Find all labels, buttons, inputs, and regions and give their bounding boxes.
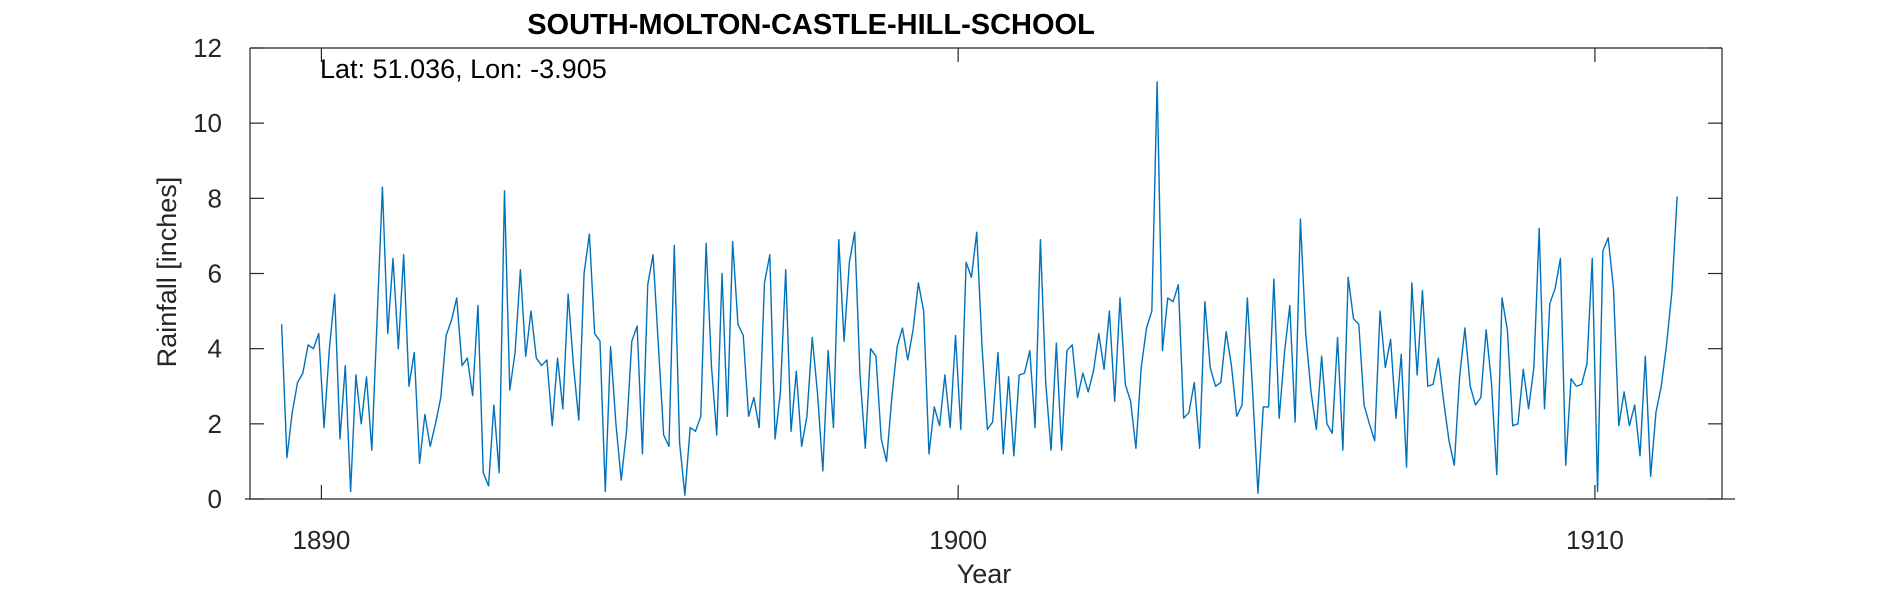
rainfall-series-line: [280, 81, 1678, 496]
y-tick-label: 2: [208, 409, 222, 439]
y-tick-label: 10: [193, 108, 222, 138]
chart-title: SOUTH-MOLTON-CASTLE-HILL-SCHOOL: [527, 9, 1095, 41]
y-tick-label: 4: [208, 334, 222, 364]
x-axis-label: Year: [957, 559, 1012, 589]
x-tick-label: 1890: [292, 525, 350, 555]
y-tick-label: 0: [208, 484, 222, 514]
location-annotation: Lat: 51.036, Lon: -3.905: [320, 54, 607, 84]
y-tick-label: 6: [208, 259, 222, 289]
plot-frame: [245, 47, 1735, 500]
x-tick-label: 1900: [929, 525, 987, 555]
y-tick-label: 12: [193, 33, 222, 63]
x-tick-label: 1910: [1566, 525, 1624, 555]
x-axis-ticks: 1890 1900 1910: [292, 48, 1624, 555]
y-axis-ticks: 0 2 4 6 8 10 12: [193, 33, 1722, 514]
y-tick-label: 8: [208, 183, 222, 213]
y-axis-label: Rainfall [inches]: [152, 177, 182, 368]
